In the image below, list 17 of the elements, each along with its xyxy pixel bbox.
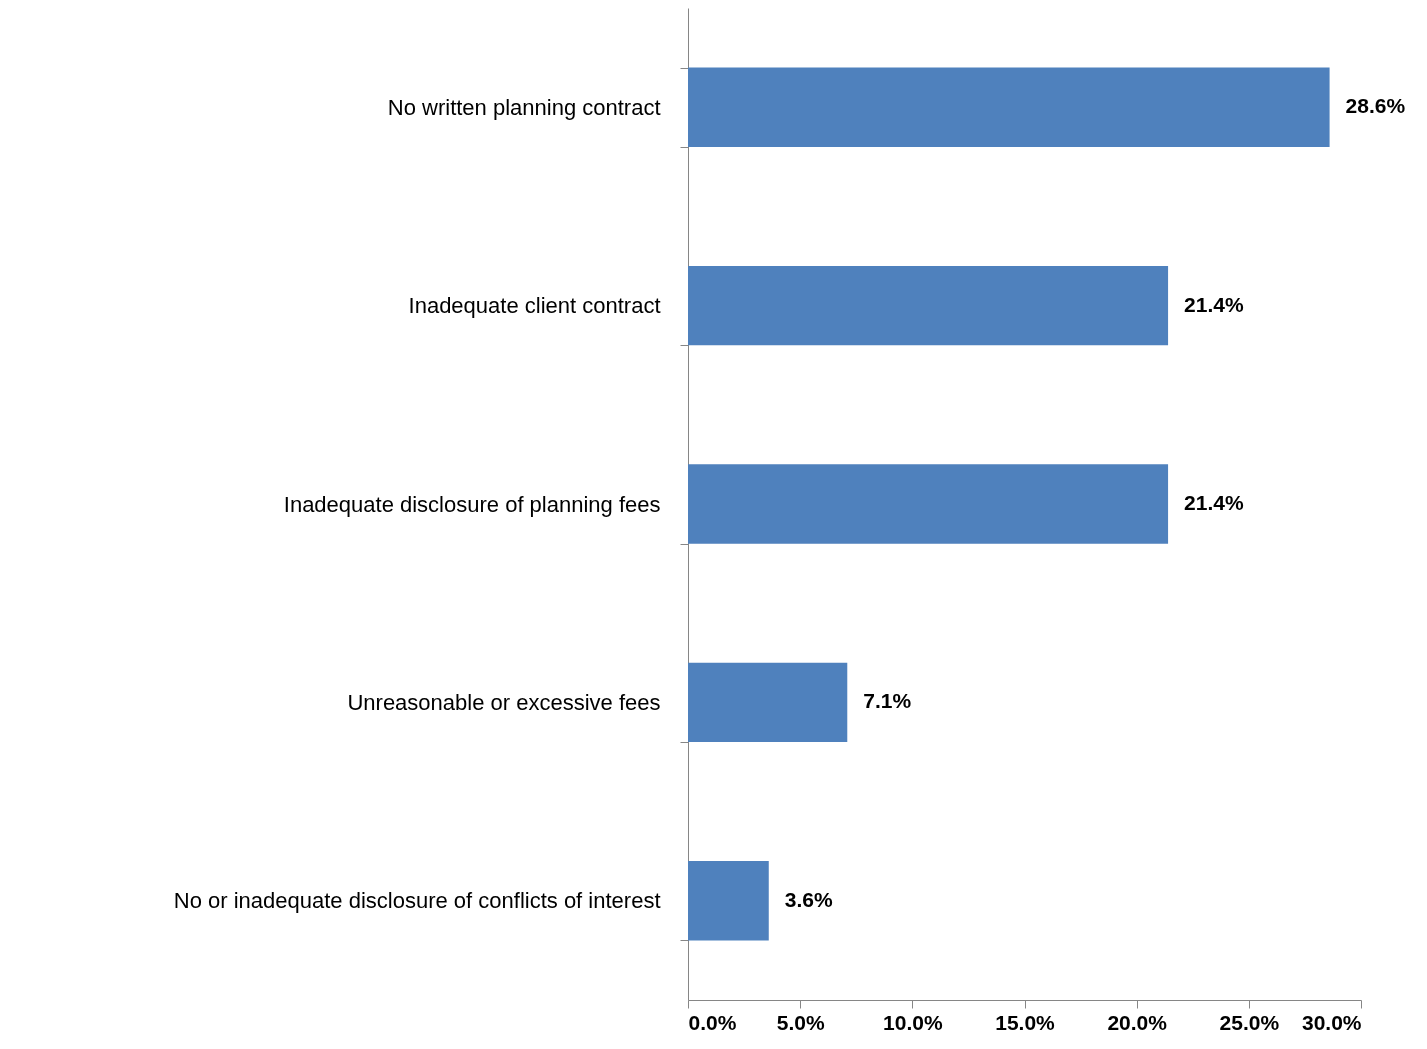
x-tick-label: 0.0% bbox=[688, 1010, 737, 1034]
data-label: 7.1% bbox=[863, 689, 912, 713]
y-tick-label: No or inadequate disclosure of conflicts of interest bbox=[173, 888, 661, 914]
data-label: 21.4% bbox=[1184, 292, 1244, 316]
x-tick-label: 10.0% bbox=[883, 1010, 943, 1034]
x-tick-label: 25.0% bbox=[1219, 1010, 1280, 1034]
x-tick-label: 30.0% bbox=[1301, 1010, 1362, 1034]
y-tick-label: No written planning contract bbox=[387, 94, 661, 120]
y-tick-label: Inadequate client contract bbox=[408, 293, 661, 319]
x-tick-label: 5.0% bbox=[776, 1010, 825, 1034]
x-tick-label: 20.0% bbox=[1107, 1010, 1168, 1034]
y-tick-label: Inadequate disclosure of planning fees bbox=[283, 491, 661, 517]
data-label: 21.4% bbox=[1184, 491, 1244, 514]
x-tick-label: 15.0% bbox=[995, 1010, 1056, 1034]
y-tick-label: Unreasonable or excessive fees bbox=[347, 689, 661, 715]
data-label: 28.6% bbox=[1345, 94, 1406, 118]
data-label: 3.6% bbox=[784, 887, 833, 911]
